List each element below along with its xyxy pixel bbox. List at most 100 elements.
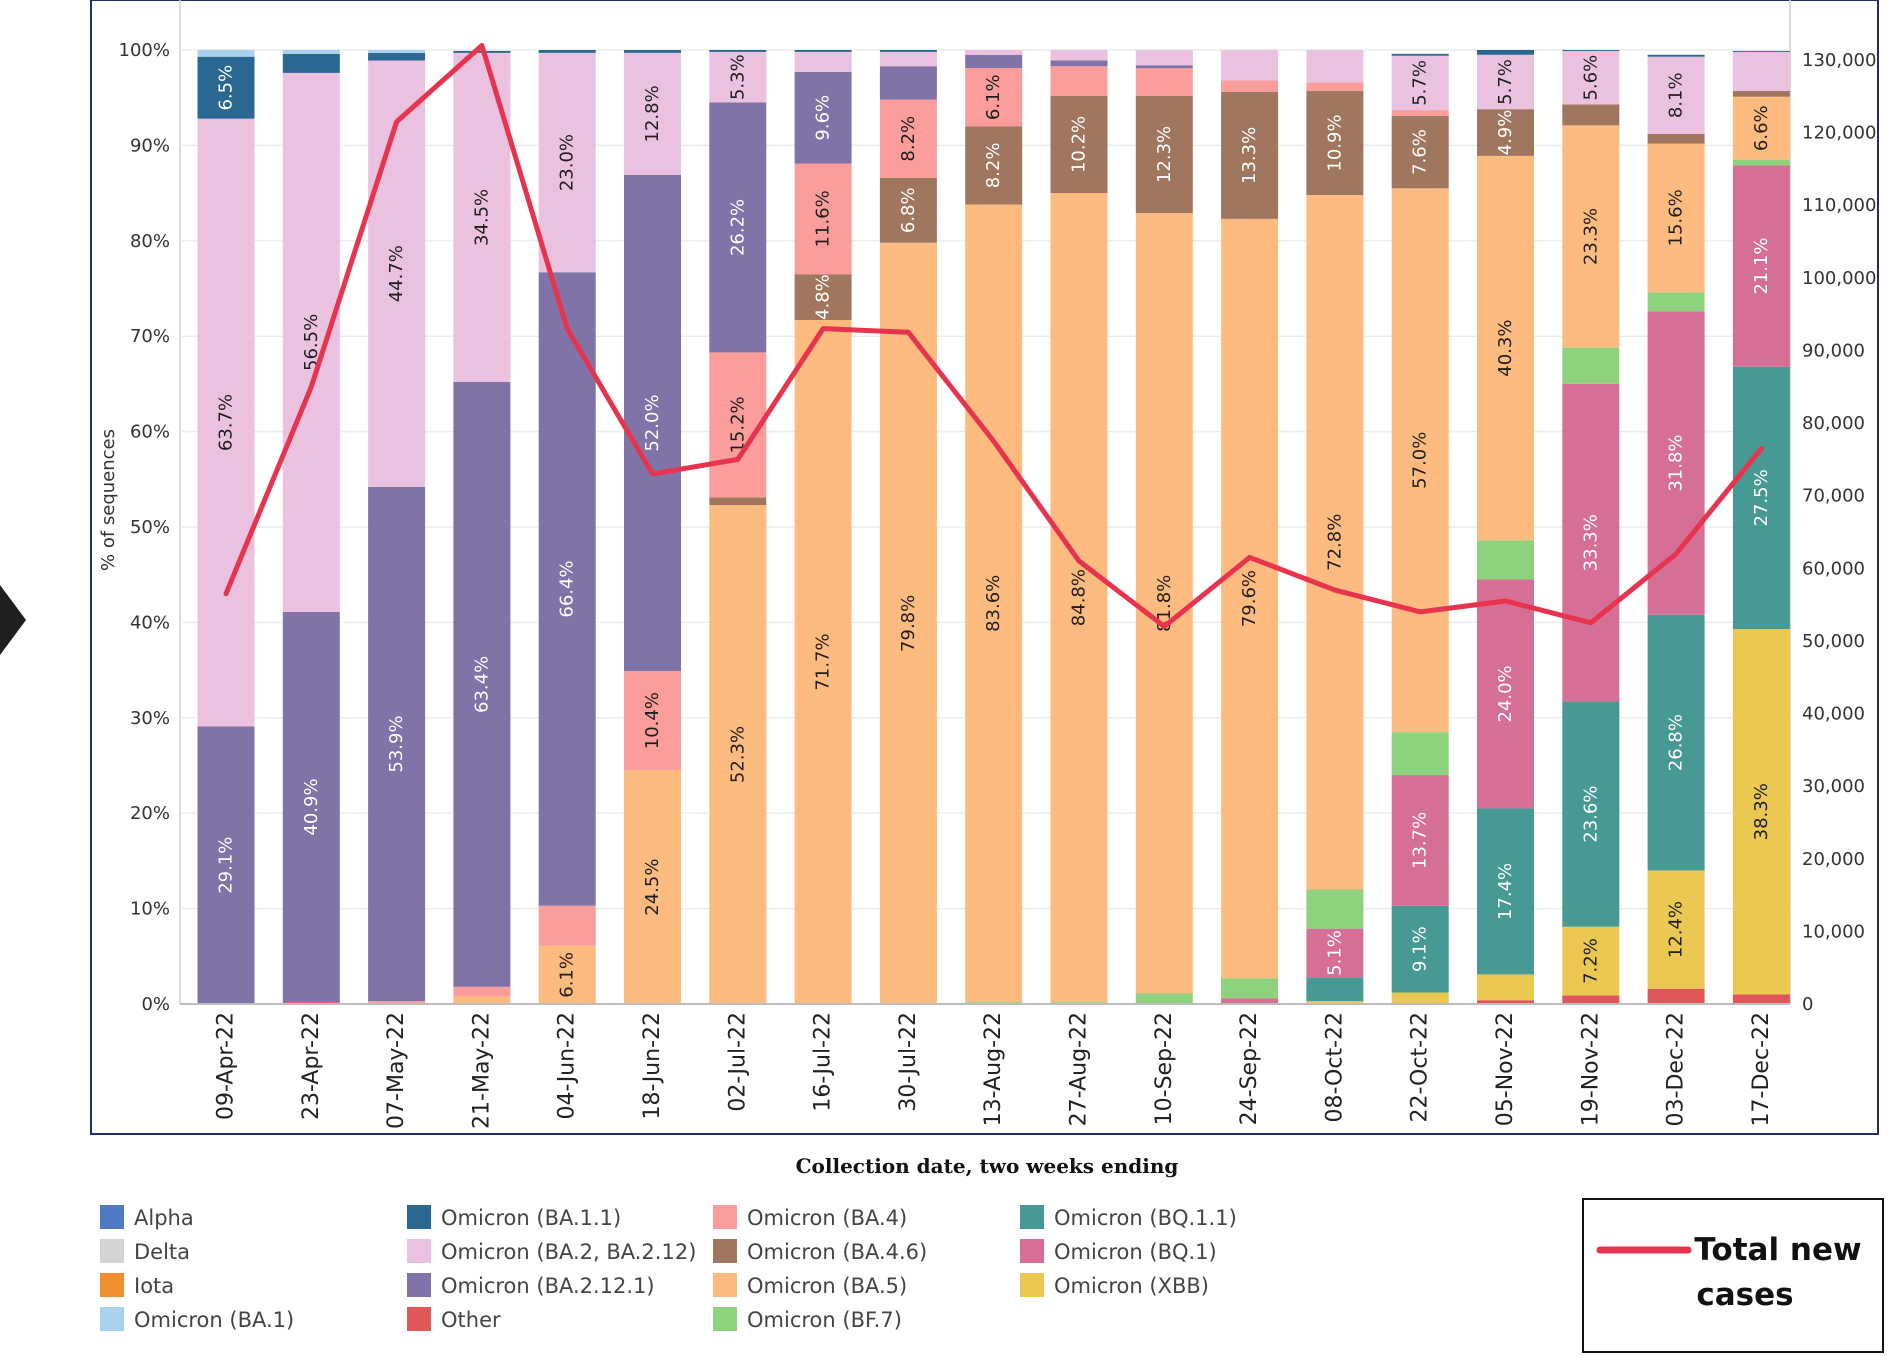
bar-stack: 9.1% 13.7% 57.0% 7.6% 5.7% — [1391, 53, 1449, 1004]
x-tick-label: 21-May-22 — [469, 1012, 494, 1129]
x-axis-ticks: 09-Apr-22 23-Apr-22 07-May-22 21-May-22 04-J… — [214, 1012, 1774, 1129]
legend-item[interactable]: Delta — [100, 1239, 190, 1264]
left-axis-ticks: 0% 10% 20% 30% 40% 50% 60% 70% 80% 90% 100% — [119, 40, 170, 1015]
bar-segment — [1391, 53, 1449, 56]
legend-item[interactable]: Iota — [100, 1273, 174, 1298]
bar-segment — [624, 671, 681, 771]
data-label: 83.6% — [983, 575, 1004, 632]
legend-label: Omicron (BF.7) — [747, 1308, 902, 1332]
previous-arrow-icon[interactable] — [0, 585, 26, 655]
data-label: 52.0% — [642, 394, 663, 451]
y2-tick-label: 90,000 — [1802, 340, 1865, 361]
x-tick-label: 04-Jun-22 — [555, 1012, 580, 1119]
x-tick-label: 18-Jun-22 — [640, 1012, 665, 1119]
x-tick-label: 23-Apr-22 — [299, 1012, 324, 1120]
data-label: 15.6% — [1666, 189, 1687, 246]
bar-segment — [538, 50, 596, 53]
data-label: 23.6% — [1580, 786, 1601, 843]
bar-segment — [1477, 808, 1534, 975]
data-label: 5.3% — [727, 54, 748, 100]
y-tick-label: 40% — [130, 612, 170, 633]
data-label: 72.8% — [1324, 514, 1345, 571]
bar-segment — [1477, 50, 1534, 55]
bar-segment — [282, 50, 340, 54]
legend-item[interactable]: Omicron (BA.1.1) — [407, 1205, 621, 1230]
bar-segment — [538, 272, 596, 906]
bar-segment — [1477, 540, 1534, 580]
bar-segment — [197, 726, 255, 1004]
bar-segment — [1562, 104, 1620, 126]
data-label: 8.2% — [983, 143, 1004, 189]
bar-segment — [1135, 993, 1193, 1004]
legend-label: Omicron (BA.1.1) — [441, 1206, 621, 1230]
bar-segment — [1477, 54, 1534, 110]
legend-item[interactable]: Omicron (BA.1) — [100, 1307, 294, 1332]
bar-segment — [1647, 133, 1705, 144]
data-label: 13.7% — [1410, 812, 1431, 869]
data-label: 6.6% — [1751, 105, 1772, 151]
bar-segment — [794, 50, 852, 52]
legend-item[interactable]: Omicron (BF.7) — [713, 1307, 902, 1332]
legend-swatch — [407, 1205, 431, 1229]
data-label: 7.6% — [1410, 129, 1431, 175]
bar-segment — [1732, 91, 1790, 97]
data-label: 24.0% — [1495, 665, 1516, 722]
y2-tick-label: 120,000 — [1802, 123, 1876, 144]
legend-swatch — [407, 1239, 431, 1263]
legend-item[interactable]: Omicron (BA.2, BA.2.12) — [407, 1239, 696, 1264]
legend-item[interactable]: Omicron (BQ.1) — [1020, 1239, 1217, 1264]
bar-segment — [709, 497, 767, 506]
data-label: 31.8% — [1666, 434, 1687, 491]
bar-segment — [282, 72, 340, 612]
data-label: 10.9% — [1324, 114, 1345, 171]
bar-segment — [197, 118, 255, 727]
data-label: 84.8% — [1069, 569, 1090, 626]
legend-item[interactable]: Alpha — [100, 1205, 194, 1230]
data-label: 38.3% — [1751, 783, 1772, 840]
bar-segment — [794, 319, 852, 1004]
legend-item[interactable]: Omicron (BQ.1.1) — [1020, 1205, 1237, 1230]
legend-label: Omicron (BQ.1) — [1054, 1240, 1217, 1264]
legend-label: Omicron (BA.2, BA.2.12) — [441, 1240, 696, 1264]
data-label: 23.3% — [1580, 208, 1601, 265]
chart-frame — [90, 0, 1879, 1135]
legend-swatch — [100, 1273, 124, 1297]
bar-segment — [1732, 50, 1790, 52]
x-tick-label: 05-Nov-22 — [1493, 1012, 1518, 1126]
bar-segment — [1050, 66, 1108, 96]
y2-tick-label: 60,000 — [1802, 558, 1865, 579]
data-label: 63.4% — [471, 656, 492, 713]
bar-segment — [1732, 994, 1790, 1004]
line-legend-box — [1582, 1198, 1884, 1353]
legend-item[interactable]: Omicron (XBB) — [1020, 1273, 1209, 1298]
bar-segment — [1391, 732, 1449, 776]
legend-item[interactable]: Omicron (BA.4) — [713, 1205, 907, 1230]
bar-stack: 5.1% 72.8% 10.9% — [1306, 50, 1364, 1004]
bar-stack: 81.8% 12.3% — [1135, 50, 1193, 1004]
y2-tick-label: 40,000 — [1802, 704, 1865, 725]
bar-segment — [1306, 928, 1364, 978]
bar-segment — [1306, 195, 1364, 890]
x-axis-label: Collection date, two weeks ending — [796, 1154, 1179, 1178]
bar-segment — [1391, 55, 1449, 111]
bar-segment — [1391, 115, 1449, 189]
legend-item[interactable]: Other — [407, 1307, 501, 1332]
data-label: 40.3% — [1495, 320, 1516, 377]
data-label: 66.4% — [557, 560, 578, 617]
bar-segment — [368, 52, 426, 61]
legend-swatch — [407, 1307, 431, 1331]
legend-item[interactable]: Omicron (BA.2.12.1) — [407, 1273, 655, 1298]
x-tick-label: 09-Apr-22 — [214, 1012, 239, 1120]
bar-segment — [1562, 383, 1620, 702]
y2-tick-label: 110,000 — [1802, 195, 1876, 216]
legend-item[interactable]: Omicron (BA.5) — [713, 1273, 907, 1298]
bar-segment — [794, 71, 852, 164]
bar-segment — [794, 274, 852, 320]
data-label: 5.1% — [1324, 930, 1345, 976]
bar-segment — [709, 505, 767, 1004]
data-label: 5.7% — [1495, 59, 1516, 105]
legend-label: Omicron (XBB) — [1054, 1274, 1209, 1298]
bar-segment — [1562, 926, 1620, 996]
legend-item[interactable]: Omicron (BA.4.6) — [713, 1239, 927, 1264]
bar-segment — [879, 99, 937, 178]
